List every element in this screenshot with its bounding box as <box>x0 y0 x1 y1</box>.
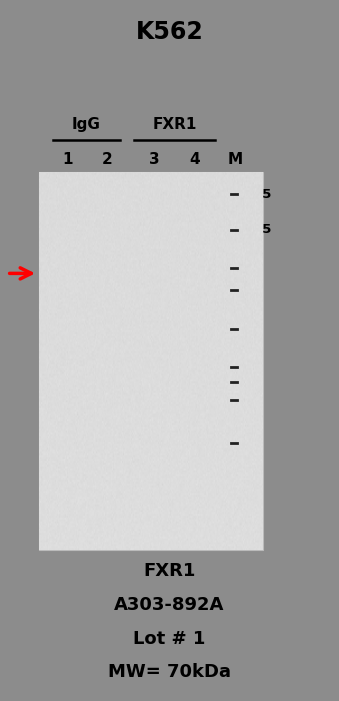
Text: 65: 65 <box>244 283 262 296</box>
Text: M: M <box>228 152 243 168</box>
Text: 80: 80 <box>244 262 263 275</box>
Text: FXR1: FXR1 <box>153 117 197 132</box>
Bar <box>39 172 263 550</box>
Text: 3: 3 <box>149 152 160 168</box>
Text: 50: 50 <box>244 323 262 336</box>
Ellipse shape <box>54 256 93 291</box>
Text: 4: 4 <box>190 152 200 168</box>
Text: 30: 30 <box>244 376 263 388</box>
Text: IgG: IgG <box>72 117 101 132</box>
Text: FXR1: FXR1 <box>143 562 196 580</box>
Text: 2: 2 <box>101 152 112 168</box>
Text: 25: 25 <box>244 393 262 406</box>
Text: K562: K562 <box>136 20 203 43</box>
Text: A303-892A: A303-892A <box>114 596 225 614</box>
Ellipse shape <box>177 256 215 287</box>
Text: 15: 15 <box>244 437 262 449</box>
Text: 225: 225 <box>244 188 272 200</box>
Text: 115: 115 <box>244 224 272 236</box>
Ellipse shape <box>137 257 174 290</box>
Text: 35: 35 <box>244 360 262 373</box>
Text: MW= 70kDa: MW= 70kDa <box>108 663 231 681</box>
Text: 1: 1 <box>63 152 73 168</box>
Text: Lot # 1: Lot # 1 <box>133 629 206 648</box>
